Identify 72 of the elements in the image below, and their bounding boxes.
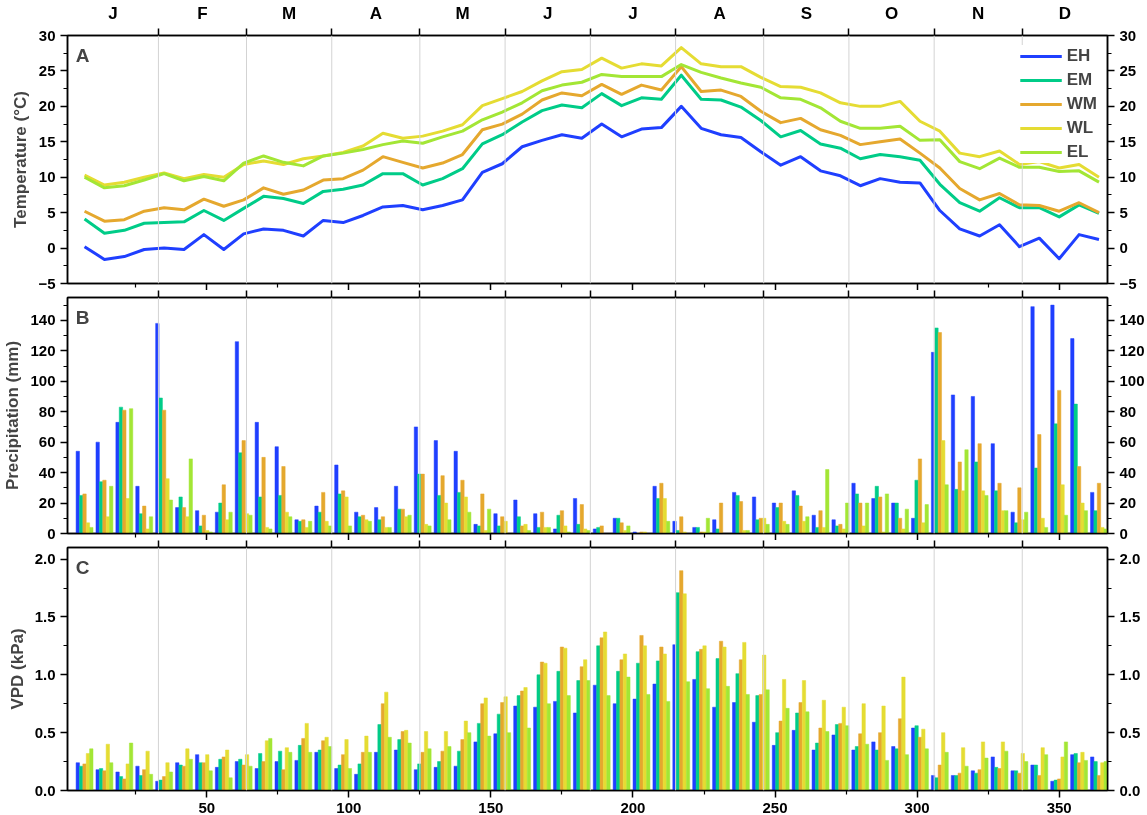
y-tick-label: −5 (38, 274, 56, 292)
y2-tick-label: 0.5 (1119, 723, 1141, 741)
y-tick-label: 10 (38, 168, 56, 186)
y-tick-label: 2.0 (34, 550, 56, 568)
y-tick-label: 140 (30, 311, 56, 329)
text: D (1058, 3, 1072, 23)
y2-tick-label: −5 (1119, 274, 1137, 292)
y2-tick-label: 0.0 (1119, 781, 1141, 799)
y-tick-label: 30 (38, 26, 56, 44)
legend-label: WM (1066, 93, 1097, 115)
y2-tick-label: 100 (1119, 372, 1145, 390)
text: N (972, 3, 985, 23)
y-axis-title: Precipitation (mm) (3, 340, 23, 491)
y-tick-label: 1.5 (34, 607, 56, 625)
y2-tick-label: 0 (1119, 524, 1128, 542)
text: J (628, 3, 638, 23)
text: F (197, 3, 208, 23)
y-tick-label: 0.0 (34, 781, 56, 799)
y2-tick-label: 25 (1119, 61, 1137, 79)
text: J (108, 3, 118, 23)
x-tick-label: 150 (478, 798, 504, 815)
text: A (713, 3, 726, 23)
y-tick-label: 60 (38, 433, 56, 451)
legend-label: WL (1066, 117, 1094, 139)
x-tick-label: 350 (1046, 798, 1072, 815)
text: S (800, 3, 812, 23)
y2-tick-label: 20 (1119, 97, 1137, 115)
y-tick-label: 40 (38, 463, 56, 481)
text: A (369, 3, 382, 23)
legend-label: EH (1066, 45, 1091, 67)
annotation: A (75, 45, 90, 67)
y2-tick-label: 40 (1119, 463, 1137, 481)
annotation: B (75, 306, 90, 328)
y-tick-label: 20 (38, 97, 56, 115)
text: M (282, 3, 297, 23)
y-tick-label: 25 (38, 61, 56, 79)
y-tick-label: 0.5 (34, 723, 56, 741)
y-tick-label: 0 (47, 239, 56, 257)
y2-tick-label: 140 (1119, 311, 1145, 329)
y-tick-label: 100 (30, 372, 56, 390)
legend-label: EM (1066, 69, 1093, 91)
y2-tick-label: 2.0 (1119, 550, 1141, 568)
y-tick-label: 120 (30, 341, 56, 359)
text: J (542, 3, 553, 23)
x-tick-label: 100 (336, 798, 362, 815)
annotation: C (75, 557, 90, 579)
y-tick-label: 20 (38, 494, 56, 512)
y-tick-label: 15 (38, 132, 56, 150)
y2-tick-label: 1.0 (1119, 665, 1141, 683)
x-tick-label: 200 (620, 798, 646, 815)
text: M (455, 3, 470, 23)
legend-label: EL (1066, 141, 1089, 163)
x-tick-label: 300 (904, 798, 930, 815)
y2-tick-label: 20 (1119, 494, 1137, 512)
x-tick-label: 250 (762, 798, 788, 815)
y-tick-label: 5 (47, 203, 56, 221)
y-tick-label: 80 (38, 402, 56, 420)
y2-tick-label: 60 (1119, 433, 1137, 451)
text: O (884, 3, 899, 23)
y2-tick-label: 120 (1119, 341, 1145, 359)
y-axis-title: VPD (kPa) (7, 628, 27, 710)
y2-tick-label: 30 (1119, 26, 1137, 44)
y2-tick-label: 10 (1119, 168, 1137, 186)
y2-tick-label: 1.5 (1119, 607, 1141, 625)
y2-tick-label: 5 (1119, 203, 1128, 221)
y-axis-title: Temperature (°C) (11, 91, 31, 228)
y-tick-label: 1.0 (34, 665, 56, 683)
y2-tick-label: 15 (1119, 132, 1137, 150)
x-tick-label: 50 (198, 798, 216, 815)
y2-tick-label: 80 (1119, 402, 1137, 420)
y2-tick-label: 0 (1119, 239, 1128, 257)
y-tick-label: 0 (47, 524, 56, 542)
